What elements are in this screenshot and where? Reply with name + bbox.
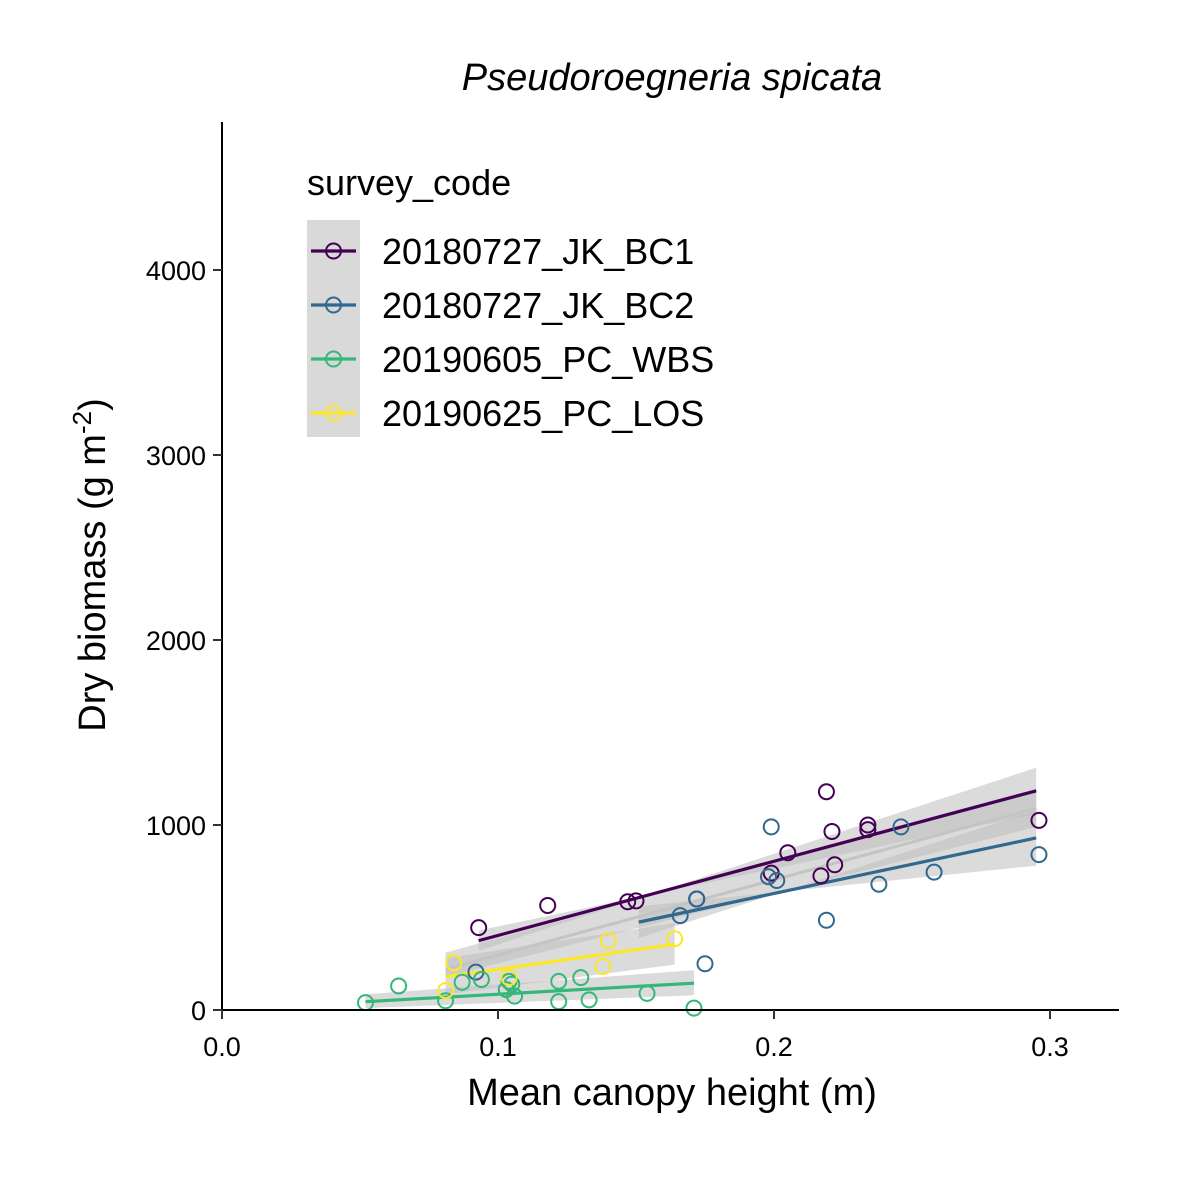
legend-key-marker-0: [325, 242, 342, 260]
data-point-series-0: [812, 867, 830, 885]
fit-line-2: [365, 981, 695, 1004]
legend-label-1: 20180727_JK_BC2: [382, 285, 694, 326]
data-point-series-2: [572, 969, 590, 987]
data-point-series-0: [826, 856, 844, 874]
data-point-series-2: [506, 987, 524, 1005]
data-point-series-3: [500, 969, 518, 987]
confidence-bands: [365, 767, 1037, 1009]
legend-key-marker-1: [325, 296, 342, 314]
data-point-series-0: [859, 821, 877, 839]
data-point-series-1: [817, 911, 835, 929]
y-tick-label: 2000: [146, 626, 206, 656]
y-tick-label: 4000: [146, 256, 206, 286]
data-point-series-0: [859, 816, 877, 834]
data-point-series-0: [1030, 811, 1048, 829]
data-point-series-3: [666, 930, 684, 948]
data-point-series-1: [768, 872, 786, 889]
data-point-series-0: [619, 893, 637, 911]
data-point-series-1: [925, 863, 943, 881]
data-point-series-1: [696, 955, 714, 973]
data-point-series-2: [685, 999, 703, 1017]
legend-label-0: 20180727_JK_BC1: [382, 231, 694, 272]
y-tick-label: 1000: [146, 811, 206, 841]
x-tick-label: 0.2: [755, 1032, 793, 1062]
data-point-series-0: [470, 919, 488, 937]
legend-key-marker-3: [325, 404, 342, 422]
data-point-series-2: [472, 970, 490, 988]
axes: 0.0 0.1 0.2 0.3 0 1000 2000 3000 4000: [146, 122, 1119, 1062]
data-point-series-2: [453, 973, 471, 991]
data-point-series-3: [594, 958, 612, 976]
chart-title: Pseudoroegneria spicata: [462, 57, 882, 99]
data-point-series-2: [437, 992, 455, 1010]
data-point-series-0: [779, 844, 797, 862]
data-point-series-3: [445, 954, 463, 972]
data-point-series-0: [817, 783, 835, 801]
data-point-series-0: [823, 822, 841, 840]
data-point-series-3: [599, 932, 617, 950]
data-point-series-1: [688, 890, 706, 908]
fit-band-0: [478, 767, 1037, 951]
data-point-series-2: [638, 984, 656, 1002]
data-point-series-2: [580, 991, 598, 1009]
legend-label-2: 20190605_PC_WBS: [382, 339, 714, 380]
x-tick-label: 0.1: [479, 1032, 517, 1062]
fit-lines: [365, 789, 1037, 1004]
legend-label-3: 20190625_PC_LOS: [382, 393, 704, 434]
data-point-series-2: [390, 977, 408, 995]
x-tick-label: 0.0: [203, 1032, 241, 1062]
x-tick-label: 0.3: [1031, 1032, 1069, 1062]
x-axis-title: Mean canopy height (m): [467, 1072, 877, 1114]
data-point-series-1: [870, 875, 888, 893]
data-point-series-1: [762, 818, 780, 836]
y-tick-label: 3000: [146, 441, 206, 471]
fit-line-0: [478, 789, 1037, 943]
legend-key-background: [307, 220, 360, 437]
fit-band-1: [638, 810, 1037, 938]
data-point-series-1: [892, 818, 910, 836]
data-point-series-1: [1030, 846, 1048, 864]
overall-fit-line: [445, 806, 1037, 971]
y-axis-title: Dry biomass (g m-2): [67, 398, 114, 732]
data-point-series-2: [550, 972, 568, 990]
data-points: [357, 783, 1048, 1017]
data-point-series-3: [437, 982, 455, 1000]
data-point-series-1: [759, 868, 777, 886]
y-tick-label: 0: [191, 996, 206, 1026]
data-point-series-1: [671, 907, 689, 925]
legend-title: survey_code: [307, 162, 511, 203]
data-point-series-0: [627, 892, 645, 910]
legend-key-marker-2: [325, 350, 342, 368]
data-point-series-0: [539, 896, 557, 914]
legend: survey_code 20180727_JK_BC1 20180727_JK_BC…: [307, 162, 714, 437]
fit-line-1: [638, 836, 1037, 924]
